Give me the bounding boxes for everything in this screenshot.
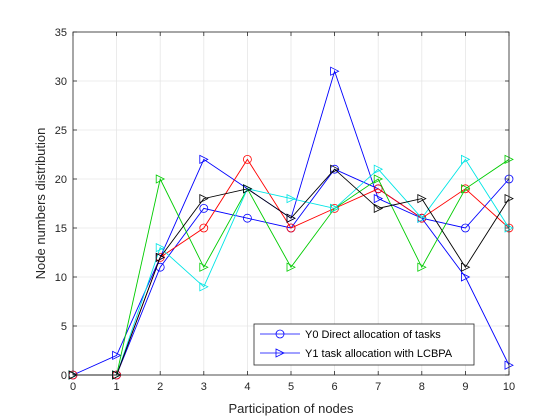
x-tick-label: 2 <box>157 381 163 393</box>
y-tick-label: 20 <box>55 174 67 186</box>
x-tick-label: 6 <box>332 381 338 393</box>
x-tick-label: 8 <box>419 381 425 393</box>
x-tick-label: 0 <box>70 381 76 393</box>
x-tick-label: 9 <box>462 381 468 393</box>
x-tick-label: 4 <box>244 381 250 393</box>
x-tick-label: 3 <box>201 381 207 393</box>
x-tick-label: 10 <box>503 381 515 393</box>
y-tick-label: 0 <box>61 370 67 382</box>
y-tick-label: 30 <box>55 76 67 88</box>
legend-label-y0: Y0 Direct allocation of tasks <box>305 329 441 341</box>
x-tick-label: 5 <box>288 381 294 393</box>
y-axis-label: Node numbers distribution <box>33 128 48 280</box>
y-tick-label: 35 <box>55 27 67 39</box>
y-tick-label: 15 <box>55 223 67 235</box>
y-tick-label: 25 <box>55 125 67 137</box>
x-axis-label: Participation of nodes <box>228 401 354 416</box>
x-tick-label: 7 <box>375 381 381 393</box>
y-tick-label: 10 <box>55 272 67 284</box>
x-tick-label: 1 <box>114 381 120 393</box>
legend: Y0 Direct allocation of tasks Y1 task al… <box>254 324 474 365</box>
legend-label-y1: Y1 task allocation with LCBPA <box>305 348 453 360</box>
y-tick-label: 5 <box>61 321 67 333</box>
